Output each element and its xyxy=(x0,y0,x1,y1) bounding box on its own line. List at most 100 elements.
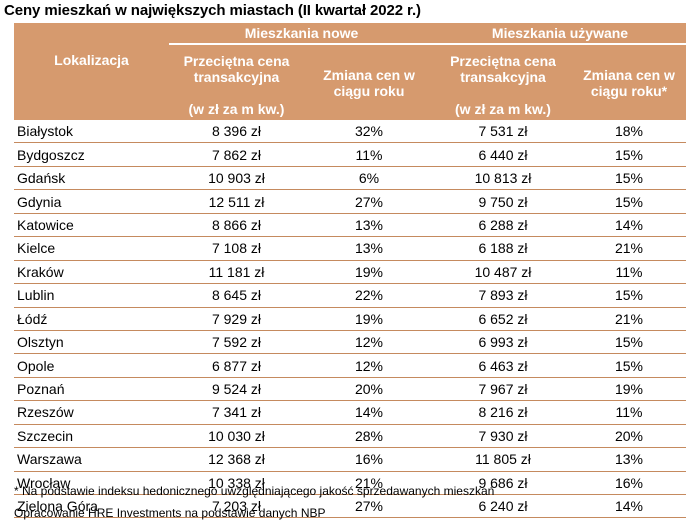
city-cell: Zielona Góra xyxy=(14,494,169,519)
used-price-cell: 6 240 zł xyxy=(434,494,572,519)
used-change-cell: 11% xyxy=(572,260,687,285)
used-price-cell: 10 487 zł xyxy=(434,260,572,285)
used-price-cell: 6 188 zł xyxy=(434,236,572,261)
table-row: Wrocław 10 338 zł 21% 9 686 zł 16% xyxy=(14,471,687,496)
city-cell: Kraków xyxy=(14,260,169,285)
location-header: Lokalizacja xyxy=(14,23,169,97)
used-price-cell: 11 805 zł xyxy=(434,447,572,472)
used-price-cell: 6 463 zł xyxy=(434,353,572,378)
new-price-cell: 7 929 zł xyxy=(169,307,304,331)
new-avg-price-header-line2: transakcyjna xyxy=(193,69,280,85)
table-row: Warszawa 12 368 zł 16% 11 805 zł 13% xyxy=(14,447,687,472)
used-price-cell: 6 652 zł xyxy=(434,307,572,331)
new-avg-price-header: Przeciętna cena transakcyjna xyxy=(169,44,304,97)
new-price-cell: 7 592 zł xyxy=(169,330,304,355)
used-apartments-group-header: Mieszkania używane xyxy=(434,23,687,45)
table-row: Katowice 8 866 zł 13% 6 288 zł 14% xyxy=(14,213,687,238)
source-note: Opracowanie HRE Investments na podstawie… xyxy=(14,506,326,520)
city-cell: Opole xyxy=(14,353,169,378)
used-change-cell: 13% xyxy=(572,447,687,472)
city-cell: Wrocław xyxy=(14,471,169,496)
used-change-cell: 14% xyxy=(572,213,687,238)
new-change-cell: 16% xyxy=(304,447,434,472)
new-change-header-line2: ciągu roku xyxy=(333,82,405,99)
used-change-cell: 15% xyxy=(572,189,687,214)
new-price-cell: 12 368 zł xyxy=(169,447,304,472)
used-change-cell: 15% xyxy=(572,166,687,191)
table-row: Szczecin 10 030 zł 28% 7 930 zł 20% xyxy=(14,424,687,449)
table-body: Białystok 8 396 zł 32% 7 531 zł 18% Bydgoszcz… xyxy=(14,120,687,519)
city-cell: Olsztyn xyxy=(14,330,169,355)
used-change-cell: 20% xyxy=(572,424,687,449)
used-change-cell: 18% xyxy=(572,120,687,144)
new-change-cell: 32% xyxy=(304,120,434,144)
used-price-cell: 9 750 zł xyxy=(434,189,572,214)
new-price-cell: 10 903 zł xyxy=(169,166,304,191)
new-change-cell: 11% xyxy=(304,142,434,167)
used-change-header: Zmiana cen w ciągu roku* xyxy=(572,44,687,120)
table-row: Gdańsk 10 903 zł 6% 10 813 zł 15% xyxy=(14,166,687,191)
new-change-cell: 28% xyxy=(304,424,434,449)
new-price-cell: 8 396 zł xyxy=(169,120,304,144)
city-cell: Poznań xyxy=(14,377,169,402)
table-row: Kraków 11 181 zł 19% 10 487 zł 11% xyxy=(14,260,687,285)
new-change-header: Zmiana cen w ciągu roku xyxy=(304,44,434,120)
used-change-cell: 16% xyxy=(572,471,687,496)
new-change-cell: 27% xyxy=(304,189,434,214)
table-row: Gdynia 12 511 zł 27% 9 750 zł 15% xyxy=(14,189,687,214)
used-price-cell: 8 216 zł xyxy=(434,400,572,425)
used-change-header-line1: Zmiana cen w xyxy=(583,66,675,83)
used-price-cell: 9 686 zł xyxy=(434,471,572,496)
used-avg-price-header-line1: Przeciętna cena xyxy=(450,53,556,69)
new-change-cell: 14% xyxy=(304,400,434,425)
city-cell: Katowice xyxy=(14,213,169,238)
new-price-cell: 7 341 zł xyxy=(169,400,304,425)
used-unit-header: (w zł za m kw.) xyxy=(434,97,572,120)
used-price-cell: 7 930 zł xyxy=(434,424,572,449)
new-price-cell: 12 511 zł xyxy=(169,189,304,214)
new-price-cell: 6 877 zł xyxy=(169,353,304,378)
new-change-cell: 22% xyxy=(304,283,434,308)
used-change-cell: 11% xyxy=(572,400,687,425)
new-change-cell: 13% xyxy=(304,236,434,261)
new-price-cell: 7 108 zł xyxy=(169,236,304,261)
new-price-cell: 10 030 zł xyxy=(169,424,304,449)
used-change-cell: 14% xyxy=(572,494,687,519)
used-price-cell: 6 288 zł xyxy=(434,213,572,238)
used-change-cell: 15% xyxy=(572,353,687,378)
price-table: Lokalizacja Mieszkania nowe Mieszkania u… xyxy=(14,23,687,519)
table-row: Opole 6 877 zł 12% 6 463 zł 15% xyxy=(14,353,687,378)
new-unit-header: (w zł za m kw.) xyxy=(169,97,304,120)
new-price-cell: 9 524 zł xyxy=(169,377,304,402)
footnote: * Na podstawie indeksu hedonicznego uwzg… xyxy=(14,484,495,498)
used-change-cell: 21% xyxy=(572,307,687,331)
used-change-cell: 15% xyxy=(572,283,687,308)
new-change-cell: 12% xyxy=(304,330,434,355)
used-price-cell: 6 993 zł xyxy=(434,330,572,355)
table-row: Lublin 8 645 zł 22% 7 893 zł 15% xyxy=(14,283,687,308)
used-price-cell: 7 893 zł xyxy=(434,283,572,308)
city-cell: Gdynia xyxy=(14,189,169,214)
table-header: Lokalizacja Mieszkania nowe Mieszkania u… xyxy=(14,23,687,120)
city-cell: Kielce xyxy=(14,236,169,261)
used-avg-price-header-line2: transakcyjna xyxy=(460,69,546,85)
city-cell: Łódź xyxy=(14,307,169,331)
city-cell: Białystok xyxy=(14,120,169,144)
used-price-cell: 7 531 zł xyxy=(434,120,572,144)
city-cell: Rzeszów xyxy=(14,400,169,425)
table-row: Rzeszów 7 341 zł 14% 8 216 zł 11% xyxy=(14,400,687,425)
new-change-cell: 21% xyxy=(304,471,434,496)
new-change-cell: 19% xyxy=(304,307,434,331)
table-row: Zielona Góra 7 203 zł 27% 6 240 zł 14% xyxy=(14,494,687,519)
used-avg-price-header: Przeciętna cena transakcyjna xyxy=(434,44,572,97)
table-row: Białystok 8 396 zł 32% 7 531 zł 18% xyxy=(14,120,687,144)
used-price-cell: 7 967 zł xyxy=(434,377,572,402)
new-apartments-group-header: Mieszkania nowe xyxy=(169,23,434,45)
used-change-cell: 19% xyxy=(572,377,687,402)
table-row: Poznań 9 524 zł 20% 7 967 zł 19% xyxy=(14,377,687,402)
new-price-cell: 8 866 zł xyxy=(169,213,304,238)
new-price-cell: 11 181 zł xyxy=(169,260,304,285)
city-cell: Gdańsk xyxy=(14,166,169,191)
location-header-spacer xyxy=(14,97,169,120)
